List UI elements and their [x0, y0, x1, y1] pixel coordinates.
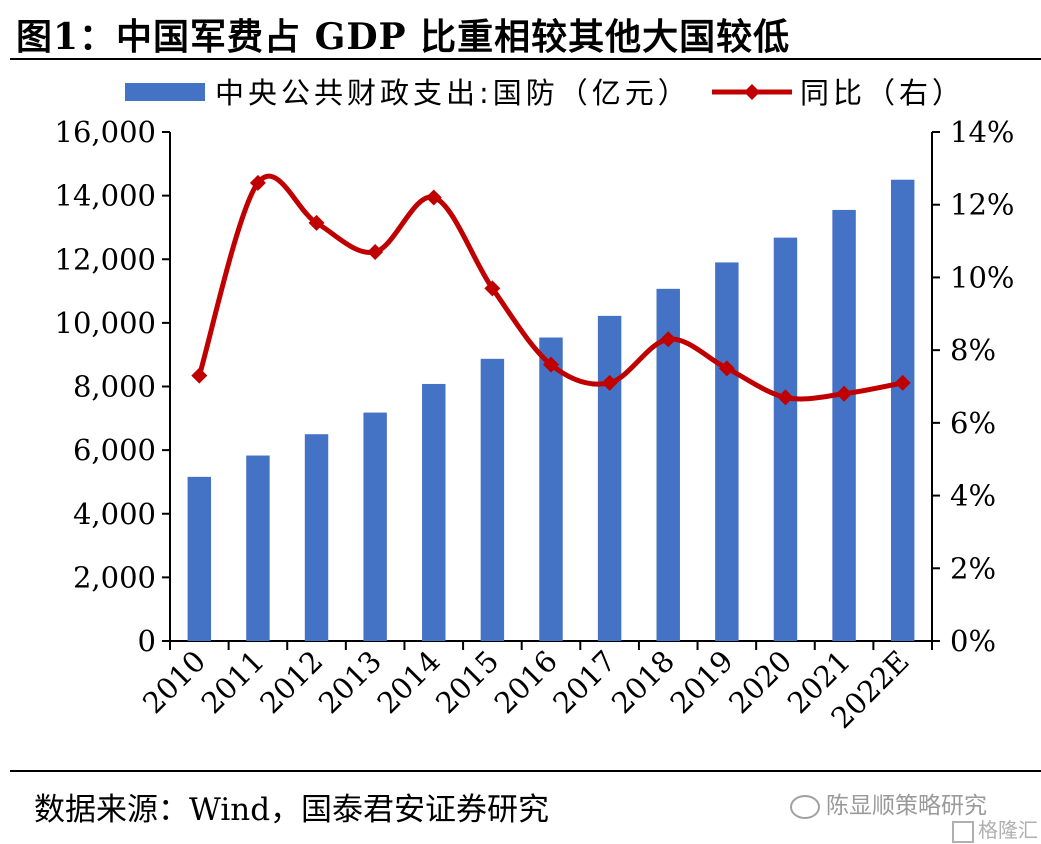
y-right-tick-label: 8% — [950, 333, 996, 367]
bar-2021 — [832, 209, 856, 642]
title-rule — [10, 58, 1041, 60]
bar-series — [187, 179, 915, 642]
y-left-tick-label: 0 — [138, 624, 156, 658]
x-label-2012: 2012 — [253, 644, 329, 720]
chart-axes: 0 2,000 4,000 6,000 8,000 10,000 12,000 14,000 1… — [55, 115, 1015, 658]
bar-2019 — [715, 262, 739, 641]
x-label-2011: 2011 — [195, 644, 271, 720]
line-point-2011 — [249, 174, 266, 191]
bar-2017 — [597, 315, 622, 641]
chart-legend: 中央公共财政支出:国防（亿元） 同比（右） — [125, 76, 965, 110]
x-label-2016: 2016 — [488, 644, 564, 720]
line-point-2013 — [367, 243, 384, 260]
bar-2010 — [187, 476, 212, 641]
legend-line-marker — [744, 84, 760, 100]
x-label-2019: 2019 — [664, 644, 740, 720]
y-left-tick-label: 2,000 — [73, 560, 156, 594]
legend-bar-swatch — [125, 83, 205, 101]
y-right-tick-label: 4% — [950, 479, 996, 513]
line-point-2022E — [894, 374, 911, 391]
bar-2018 — [656, 288, 680, 641]
y-right-tick-label: 14% — [950, 115, 1014, 149]
line-path — [196, 173, 904, 402]
y-right-tick-label: 6% — [950, 406, 996, 440]
line-point-2010 — [191, 367, 208, 384]
brand-logo-icon — [952, 820, 974, 843]
y-right-tick-label: 2% — [950, 551, 996, 585]
wechat-icon — [790, 794, 820, 819]
line-series — [191, 173, 911, 406]
bar-2014 — [422, 383, 446, 641]
watermark-brand-text: 格隆汇 — [978, 818, 1038, 842]
x-label-2015: 2015 — [429, 644, 505, 720]
y-right-tick-label: 12% — [950, 188, 1014, 222]
bar-2022E — [890, 179, 915, 641]
y-right-tick-label: 0% — [950, 624, 996, 658]
bar-2011 — [246, 455, 270, 641]
line-point-2012 — [308, 214, 325, 231]
x-label-2017: 2017 — [546, 644, 622, 720]
y-left-tick-label: 12,000 — [55, 242, 156, 276]
line-point-2016 — [543, 356, 559, 373]
x-label-2014: 2014 — [370, 644, 446, 720]
line-point-2018 — [660, 331, 677, 348]
bar-2013 — [363, 412, 387, 641]
legend-line-label: 同比（右） — [800, 76, 965, 110]
line-point-2021 — [836, 385, 853, 402]
x-label-2013: 2013 — [312, 644, 388, 720]
y-left-tick-label: 8,000 — [73, 370, 156, 404]
y-left-tick-label: 4,000 — [73, 497, 156, 531]
line-point-2015 — [484, 280, 501, 297]
bar-2020 — [773, 237, 798, 641]
bar-2015 — [480, 358, 505, 641]
x-axis-labels: 2010201120122013201420152016201720182019… — [136, 644, 916, 735]
y-left-tick-label: 6,000 — [73, 433, 156, 467]
bar-2012 — [304, 434, 329, 641]
x-label-2018: 2018 — [605, 644, 681, 720]
watermark: 陈显顺策略研究 — [790, 786, 987, 820]
watermark-text: 陈显顺策略研究 — [826, 793, 987, 819]
line-point-2017 — [601, 374, 618, 391]
watermark-brand: 格隆汇 — [952, 814, 1038, 843]
y-left-tick-label: 16,000 — [55, 115, 156, 149]
line-point-2020 — [777, 389, 794, 406]
source-note: 数据来源：Wind，国泰君安证券研究 — [34, 792, 550, 828]
combo-chart: 中央公共财政支出:国防（亿元） 同比（右） 0 2,000 4,000 6,000 8,0… — [55, 76, 1015, 735]
figure-title: 图1：中国军费占 GDP 比重相较其他大国较低 — [16, 16, 791, 58]
legend-bar-label: 中央公共财政支出:国防（亿元） — [215, 76, 691, 110]
footer-rule — [10, 770, 1041, 772]
x-label-2020: 2020 — [722, 644, 798, 720]
y-left-tick-label: 14,000 — [55, 179, 156, 213]
y-right-tick-label: 10% — [950, 260, 1014, 294]
line-point-2019 — [718, 360, 735, 377]
y-left-tick-label: 10,000 — [55, 306, 156, 340]
bar-2016 — [539, 337, 563, 641]
line-point-2014 — [425, 189, 442, 206]
